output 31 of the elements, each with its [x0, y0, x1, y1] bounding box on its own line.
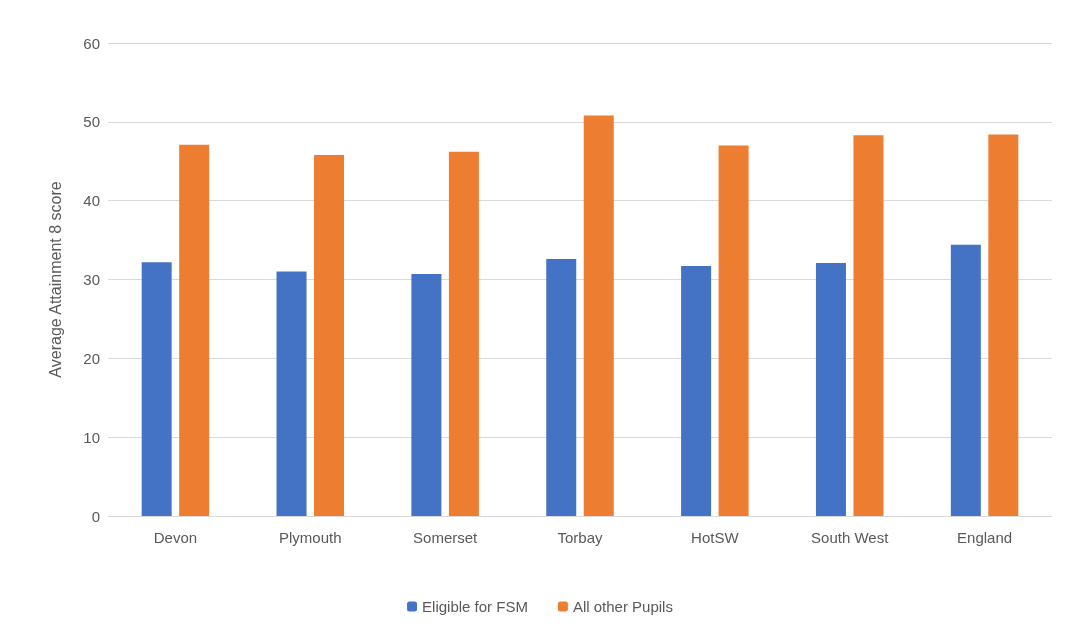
bar [718, 145, 749, 516]
x-tick-label: Plymouth [279, 529, 342, 546]
y-tick-label: 0 [91, 507, 100, 525]
y-tick-label: 20 [83, 349, 100, 367]
bar [276, 271, 307, 516]
x-tick-label: Somerset [413, 529, 479, 546]
bar [179, 144, 210, 516]
x-tick-label: Torbay [557, 529, 604, 546]
bar [853, 135, 884, 516]
bar [411, 273, 442, 516]
bar [314, 154, 345, 516]
bar [141, 262, 172, 516]
x-tick-label: South West [811, 529, 890, 546]
bar [546, 259, 577, 516]
bar [988, 134, 1019, 516]
y-tick-label: 10 [83, 428, 100, 446]
x-tick-label: HotSW [691, 529, 740, 546]
legend-label: Eligible for FSM [422, 598, 528, 615]
y-axis-title: Average Attainment 8 score [46, 181, 64, 378]
y-tick-label: 30 [83, 271, 100, 288]
x-tick-label: England [957, 529, 1013, 546]
bar [815, 262, 846, 516]
y-tick-label: 60 [83, 34, 100, 52]
bar [583, 115, 614, 516]
y-tick-label: 40 [83, 192, 100, 210]
bar [950, 244, 981, 516]
bar [448, 151, 479, 516]
x-tick-label: Devon [153, 529, 198, 546]
bar [681, 266, 712, 516]
legend-label: All other Pupils [572, 598, 673, 615]
y-tick-label: 50 [83, 113, 100, 131]
